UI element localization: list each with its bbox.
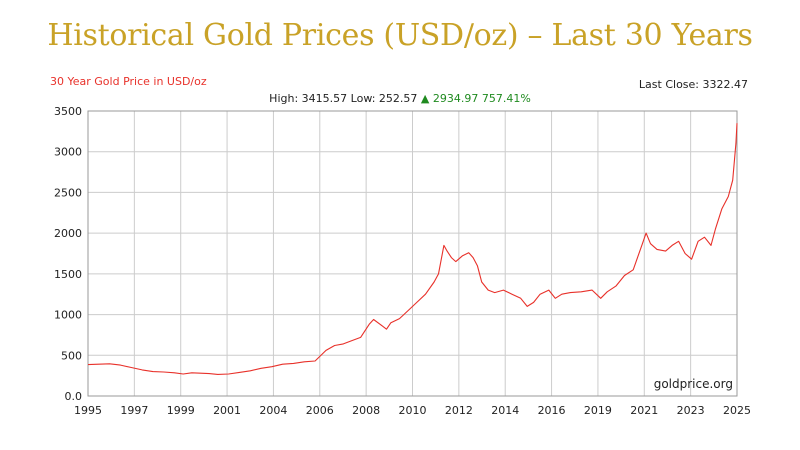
x-tick-label: 2021	[630, 404, 658, 417]
x-tick-label: 1995	[74, 404, 102, 417]
x-tick-label: 2006	[306, 404, 334, 417]
y-tick-label: 2000	[54, 227, 82, 240]
x-tick-label: 1997	[120, 404, 148, 417]
up-arrow-icon: ▲	[420, 92, 430, 105]
plot-frame	[87, 110, 738, 397]
x-axis-ticks: 1995 1997 1999 2001 2004 2006 2008 2010 2012 2014…	[74, 404, 751, 417]
page-title: Historical Gold Prices (USD/oz) – Last 3…	[47, 18, 753, 53]
price-line	[87, 123, 738, 375]
x-tick-label: 2019	[584, 404, 612, 417]
y-tick-label: 3000	[54, 146, 82, 159]
y-axis-ticks: 0.0 500 1000 1500 2000 2500 3000 3500	[54, 105, 82, 403]
stats-low: Low: 252.57	[350, 92, 418, 105]
y-tick-label: 0.0	[65, 390, 83, 403]
stats-high: High: 3415.57	[269, 92, 348, 105]
x-tick-label: 1999	[167, 404, 195, 417]
chart-grid	[87, 110, 738, 397]
x-tick-label: 2014	[491, 404, 519, 417]
x-tick-label: 2010	[399, 404, 427, 417]
x-tick-label: 2008	[352, 404, 380, 417]
y-tick-label: 500	[61, 349, 82, 362]
y-tick-label: 3500	[54, 105, 82, 118]
x-tick-label: 2001	[213, 404, 241, 417]
x-tick-label: 2025	[723, 404, 751, 417]
y-tick-label: 1500	[54, 268, 82, 281]
x-tick-label: 2012	[445, 404, 473, 417]
watermark-text: goldprice.org	[654, 377, 733, 391]
stats-line: High: 3415.57 Low: 252.57 ▲ 2934.97 757.…	[0, 92, 800, 105]
x-tick-label: 2023	[677, 404, 705, 417]
last-close-label: Last Close: 3322.47	[638, 78, 748, 91]
y-tick-label: 2500	[54, 186, 82, 199]
stats-change: 2934.97 757.41%	[432, 92, 531, 105]
x-tick-label: 2016	[538, 404, 566, 417]
y-tick-label: 1000	[54, 309, 82, 322]
chart-subtitle: 30 Year Gold Price in USD/oz	[50, 75, 207, 88]
x-tick-label: 2004	[259, 404, 287, 417]
